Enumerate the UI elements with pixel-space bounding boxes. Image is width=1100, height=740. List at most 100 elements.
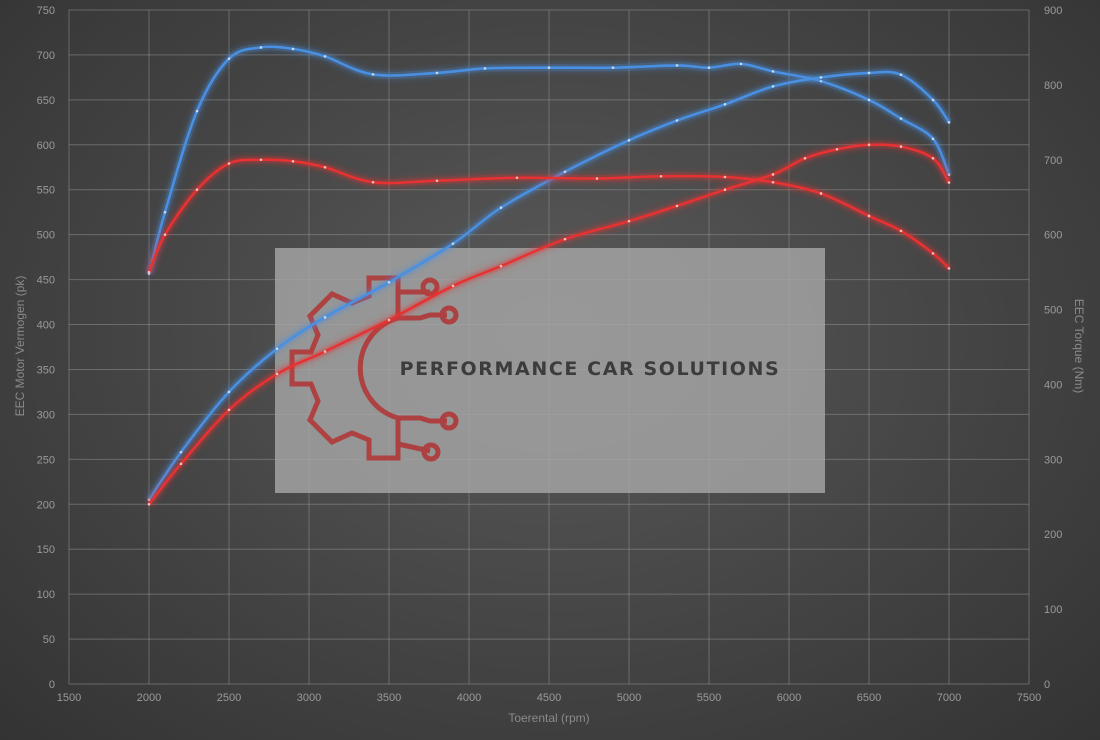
data-point	[803, 156, 807, 160]
data-point	[675, 204, 679, 208]
right-axis-title: EEC Torque (Nm)	[1072, 299, 1086, 393]
left-tick-label: 350	[37, 364, 55, 376]
series-3	[146, 141, 953, 507]
data-point	[867, 71, 871, 75]
data-point	[499, 264, 503, 268]
data-point	[931, 98, 935, 102]
data-point	[227, 408, 231, 412]
data-point	[819, 192, 823, 195]
data-point	[259, 46, 263, 49]
data-point	[771, 85, 775, 88]
right-tick-label: 600	[1044, 230, 1062, 242]
data-point	[147, 502, 151, 506]
data-point	[371, 180, 375, 184]
data-point	[675, 119, 679, 122]
series-lines	[145, 43, 953, 507]
left-axis-title: EEC Motor Vermogen (pk)	[13, 276, 27, 417]
data-point	[515, 176, 519, 180]
data-point	[819, 76, 823, 79]
data-point	[595, 177, 599, 180]
data-point	[947, 267, 951, 270]
data-point	[435, 179, 439, 183]
left-tick-label: 400	[37, 320, 55, 332]
left-tick-label: 150	[37, 544, 55, 556]
data-point	[291, 159, 295, 163]
data-point	[723, 175, 727, 179]
data-point	[259, 158, 263, 162]
data-point	[931, 252, 935, 255]
series-line	[147, 45, 951, 275]
data-point	[371, 73, 375, 76]
watermark-text: PERFORMANCE CAR SOLUTIONS	[400, 358, 781, 380]
left-tick-label: 450	[37, 275, 55, 287]
data-point	[275, 347, 279, 351]
left-tick-label: 500	[37, 230, 55, 242]
data-point	[947, 121, 951, 124]
data-point	[323, 165, 327, 169]
data-point	[899, 73, 903, 77]
right-tick-label: 0	[1044, 679, 1050, 691]
right-tick-label: 400	[1044, 379, 1062, 391]
data-point	[163, 210, 167, 214]
x-tick-label: 6000	[777, 692, 801, 704]
data-point	[195, 109, 199, 113]
right-tick-label: 900	[1044, 5, 1062, 17]
data-point	[611, 66, 615, 69]
left-tick-label: 50	[43, 634, 55, 646]
right-tick-label: 500	[1044, 305, 1062, 317]
data-point	[451, 242, 455, 245]
data-point	[483, 67, 487, 70]
right-tick-label: 100	[1044, 604, 1062, 616]
data-point	[227, 390, 231, 394]
left-tick-label: 100	[37, 589, 55, 601]
data-point	[627, 139, 631, 142]
data-point	[723, 103, 727, 106]
data-point	[179, 450, 183, 454]
series-0	[145, 43, 953, 275]
data-point	[771, 173, 775, 176]
data-point	[291, 47, 295, 51]
left-tick-label: 750	[37, 5, 55, 17]
data-point	[387, 318, 391, 322]
data-point	[867, 98, 871, 102]
x-tick-label: 3000	[297, 692, 321, 704]
right-tick-label: 700	[1044, 155, 1062, 167]
data-point	[195, 188, 199, 192]
right-tick-label: 800	[1044, 80, 1062, 92]
x-tick-label: 5000	[617, 692, 641, 704]
data-point	[723, 188, 727, 192]
x-tick-label: 3500	[377, 692, 401, 704]
left-tick-label: 0	[49, 679, 55, 691]
x-tick-label: 4000	[457, 692, 481, 704]
series-1	[146, 68, 952, 502]
data-point	[931, 156, 935, 160]
x-tick-labels: 1500 2000 2500 3000 3500 4000 4500 5000 5500 6000…	[57, 692, 1041, 704]
data-point	[323, 350, 327, 353]
data-point	[899, 117, 903, 120]
data-point	[947, 181, 951, 184]
watermark: PERFORMANCE CAR SOLUTIONS	[275, 248, 825, 493]
x-tick-label: 5500	[697, 692, 721, 704]
right-tick-label: 200	[1044, 529, 1062, 541]
data-point	[659, 174, 663, 178]
x-tick-label: 7500	[1017, 692, 1041, 704]
data-point	[675, 64, 679, 67]
data-point	[867, 143, 871, 147]
series-2	[145, 156, 952, 274]
data-point	[179, 462, 183, 466]
data-point	[227, 57, 231, 60]
data-point	[227, 162, 231, 165]
left-tick-label: 700	[37, 50, 55, 62]
x-tick-label: 4500	[537, 692, 561, 704]
left-tick-label: 650	[37, 95, 55, 107]
data-point	[899, 229, 903, 233]
data-point	[147, 270, 151, 274]
data-point	[435, 71, 439, 75]
data-point	[275, 372, 279, 376]
data-point	[835, 147, 839, 151]
data-point	[323, 316, 327, 319]
x-tick-label: 1500	[57, 692, 81, 704]
x-axis-title: Toerental (rpm)	[508, 711, 589, 725]
left-tick-label: 550	[37, 185, 55, 197]
